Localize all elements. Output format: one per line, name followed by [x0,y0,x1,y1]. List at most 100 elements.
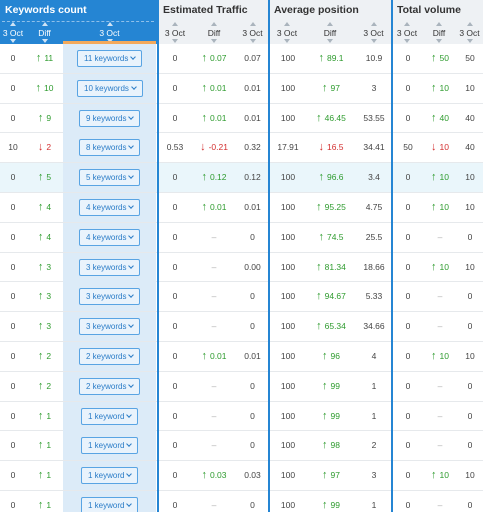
et-diff-value: – [211,291,217,302]
table-row[interactable]: 0 ↑ 5 5 keywords 0 ↑ 0.12 0.12 100 ↑ 96.6 3.4 0 ↑ 10 10 [0,163,483,193]
kc-prev-cell: 0 [10,321,16,332]
et-diff-value: – [211,440,217,451]
et-cur-date-sort[interactable]: 3 Oct [236,22,269,44]
et-cur-cell: 0 [250,231,255,242]
keywords-dropdown-button[interactable]: 2 keywords [79,377,141,395]
keywords-dropdown-button[interactable]: 1 keyword [81,407,139,425]
kc-diff-value: 11 [44,53,54,63]
et-prev-cell: 0 [172,202,178,212]
arrow-up-icon: ↑ [431,171,437,184]
column-divider [391,0,393,512]
kc-prev-cell: 0 [10,231,16,242]
et-diff-cell: ↑ 0.12 [192,163,236,192]
keywords-dropdown-button[interactable]: 5 keywords [79,169,141,187]
tv-cur-cell: 0 [467,500,473,510]
tv-diff-cell: ↑ 10 [423,163,457,192]
keywords-cell: 3 keywords [63,252,156,282]
sort-icon [370,39,377,43]
table-row[interactable]: 0 ↑ 3 3 keywords 0–0.00 100 ↑ 81.34 18.66 0 ↑ 10 10 [0,252,483,283]
total-volume-title: Total volume [397,4,461,16]
keywords-dropdown-label: 3 keywords [86,262,127,272]
kc-diff-cell: ↑ 1 [26,491,63,512]
tv-diff-value: 50 [439,53,449,63]
table-row[interactable]: 0 ↑ 2 2 keywords 0 ↑ 0.01 0.01 100 ↑ 96 4 0 ↑ 10 10 [0,342,483,372]
kc-diff-value: 2 [46,380,52,391]
sort-icon [436,39,442,43]
table-row[interactable]: 0 ↑ 2 2 keywords 0–0 100 ↑ 99 1 0–0 [0,371,483,402]
et-prev-date-sort[interactable]: 3 Oct [158,22,192,44]
tv-diff-value: 10 [439,82,449,93]
tv-prev-cell: 0 [405,321,411,332]
table-row[interactable]: 0 ↑ 4 4 keywords 0–0 100 ↑ 74.5 25.5 0–0 [0,222,483,253]
kc-diff-cell: ↑ 4 [26,193,63,222]
ap-diff-value: 96.6 [326,172,344,183]
ap-cur-cell: 25.5 [365,231,383,242]
tv-prev-cell: 0 [405,82,411,93]
keywords-dropdown-button[interactable]: 2 keywords [79,348,141,365]
keywords-dropdown-button[interactable]: 11 keywords [77,50,143,67]
keywords-dropdown-button[interactable]: 8 keywords [79,139,141,157]
ap-diff-value: 74.5 [326,231,344,242]
tv-prev-date-sort[interactable]: 3 Oct [392,22,422,44]
keywords-dropdown-button[interactable]: 1 keyword [81,467,139,485]
ap-cur-cell: 2 [371,440,377,451]
tv-cur-date-sort[interactable]: 3 Oct [456,22,483,44]
arrow-up-icon: ↑ [316,320,322,333]
table-row[interactable]: 0 ↑ 10 10 keywords 0 ↑ 0.01 0.01 100 ↑ 97 3 0 ↑ 10 10 [0,73,483,104]
kc-prev-cell: 0 [10,53,16,63]
table-row[interactable]: 0 ↑ 1 1 keyword 0–0 100 ↑ 99 1 0–0 [0,401,483,432]
keywords-dropdown-button[interactable]: 3 keywords [79,258,141,276]
keywords-dropdown-button[interactable]: 3 keywords [79,288,141,306]
table-row[interactable]: 0 ↑ 1 1 keyword 0 ↑ 0.03 0.03 100 ↑ 97 3 0 ↑ 10 10 [0,461,483,491]
tv-diff-value: 10 [439,172,449,183]
kc-diff-cell: ↑ 3 [26,253,63,282]
kc-prev-date-sort[interactable]: 3 Oct [0,22,26,44]
keywords-dropdown-label: 5 keywords [86,173,127,183]
keywords-dropdown-button[interactable]: 1 keyword [81,497,139,512]
keywords-dropdown-button[interactable]: 10 keywords [77,79,143,97]
sort-icon [211,39,217,43]
sort-icon [466,39,473,43]
tv-diff-value: 10 [439,261,449,272]
et-diff-value: 0.01 [209,351,227,361]
arrow-down-icon: ↓ [431,141,437,154]
table-row[interactable]: 10 ↓ 2 8 keywords 0.53 ↓ -0.21 0.32 17.91 ↓ 16.5 34… [0,133,483,164]
ap-diff-cell: ↑ 99 [306,491,356,512]
ap-diff-value: 97 [330,82,340,93]
et-diff-cell: – [192,282,236,311]
tv-diff-cell: – [423,491,457,512]
table-row[interactable]: 0 ↑ 3 3 keywords 0–0 100 ↑ 94.67 5.33 0–0 [0,282,483,313]
kc-diff-sort[interactable]: Diff [26,22,63,44]
et-diff-sort[interactable]: Diff [192,22,236,44]
tv-diff-value: – [437,231,443,242]
tv-cur-cell: 0 [467,231,473,242]
table-row[interactable]: 0 ↑ 9 9 keywords 0 ↑ 0.01 0.01 100 ↑ 46.45 53.55 0 ↑ 4… [0,103,483,134]
keywords-dropdown-button[interactable]: 4 keywords [79,199,141,216]
estimated-traffic-header: Estimated Traffic 3 Oct Diff 3 Oct [158,0,269,44]
table-row[interactable]: 0 ↑ 3 3 keywords 0–0 100 ↑ 65.34 34.66 0–0 [0,312,483,342]
ap-cur-date-sort[interactable]: 3 Oct [355,22,392,44]
ap-diff-sort[interactable]: Diff [305,22,355,44]
table-row[interactable]: 0 ↑ 1 1 keyword 0–0 100 ↑ 99 1 0–0 [0,491,483,512]
table-row[interactable]: 0 ↑ 1 1 keyword 0–0 100 ↑ 98 2 0–0 [0,431,483,462]
arrow-up-icon: ↑ [322,409,328,422]
et-diff-value: – [211,500,217,510]
tv-diff-sort[interactable]: Diff [422,22,456,44]
keywords-dropdown-button[interactable]: 4 keywords [79,228,141,246]
ap-prev-date-label: 3 Oct [276,28,298,38]
ap-diff-cell: ↑ 89.1 [306,44,356,73]
arrow-up-icon: ↑ [316,111,322,124]
arrow-up-icon: ↑ [431,81,437,94]
chevron-down-icon [126,471,133,478]
kc-diff-cell: ↓ 2 [26,133,63,162]
table-row[interactable]: 0 ↑ 4 4 keywords 0 ↑ 0.01 0.01 100 ↑ 95.25 4.75 0 ↑ 10… [0,193,483,223]
ap-prev-date-sort[interactable]: 3 Oct [269,22,305,44]
ap-diff-value: 97 [330,470,340,481]
tv-diff-cell: – [423,402,457,431]
arrow-up-icon: ↑ [322,499,328,511]
keywords-dropdown-button[interactable]: 9 keywords [79,109,141,127]
keywords-dropdown-button[interactable]: 3 keywords [79,318,141,336]
keywords-dropdown-button[interactable]: 1 keyword [81,437,139,455]
table-row[interactable]: 0 ↑ 11 11 keywords 0 ↑ 0.07 0.07 100 ↑ 89.1 10.9 0 ↑ 5… [0,44,483,74]
kc-diff-value: 10 [44,82,54,93]
